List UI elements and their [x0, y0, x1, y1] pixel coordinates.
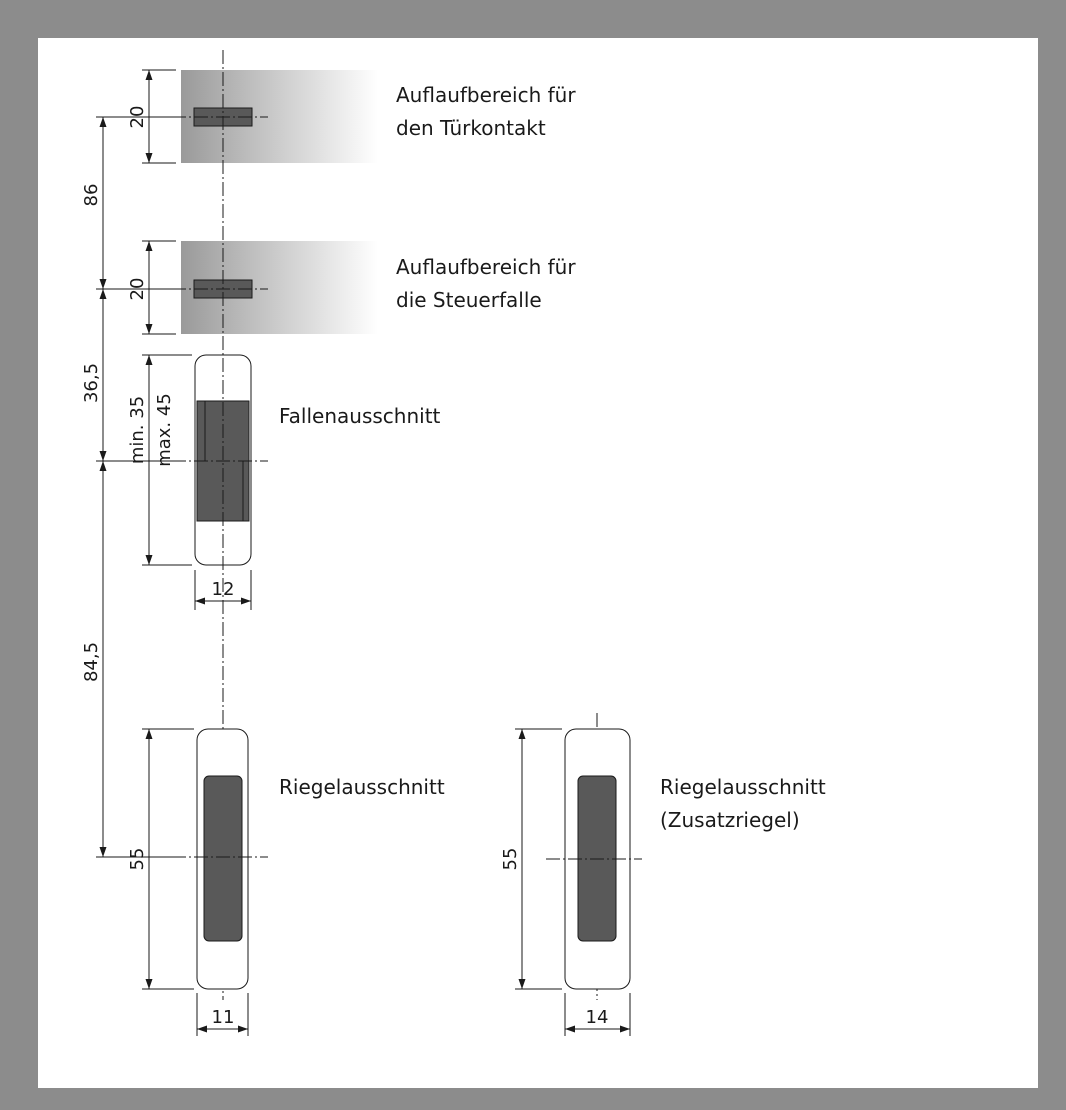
steuerfalle-label-line1: Auflaufbereich für	[396, 255, 576, 279]
falle-max-dim: max. 45	[154, 393, 175, 467]
spacing-84-5-dim: 84,5	[81, 642, 102, 682]
zusatz-height-dim: 55	[500, 848, 521, 871]
riegel-width-dim: 11	[212, 1007, 235, 1028]
drawing-sheet: 20 Auflaufbereich für den Türkontakt 20 …	[38, 38, 1038, 1088]
zusatzriegel-label-line1: Riegelausschnitt	[660, 775, 826, 799]
fallenausschnitt-label: Fallenausschnitt	[279, 404, 441, 428]
tuerkontakt-label-line2: den Türkontakt	[396, 116, 546, 140]
zusatz-width-dim: 14	[586, 1007, 609, 1028]
riegelausschnitt-cutout	[203, 775, 243, 942]
zusatzriegel-label-line2: (Zusatzriegel)	[660, 808, 800, 832]
tuerkontakt-label-line1: Auflaufbereich für	[396, 83, 576, 107]
spacing-36-5-dim: 36,5	[81, 363, 102, 403]
falle-min-dim: min. 35	[127, 396, 148, 464]
technical-drawing: 20 Auflaufbereich für den Türkontakt 20 …	[81, 50, 826, 1036]
riegelausschnitt-label: Riegelausschnitt	[279, 775, 445, 799]
spacing-86-dim: 86	[81, 184, 102, 207]
steuerfalle-label-line2: die Steuerfalle	[396, 288, 542, 312]
riegel-height-dim: 55	[127, 848, 148, 871]
